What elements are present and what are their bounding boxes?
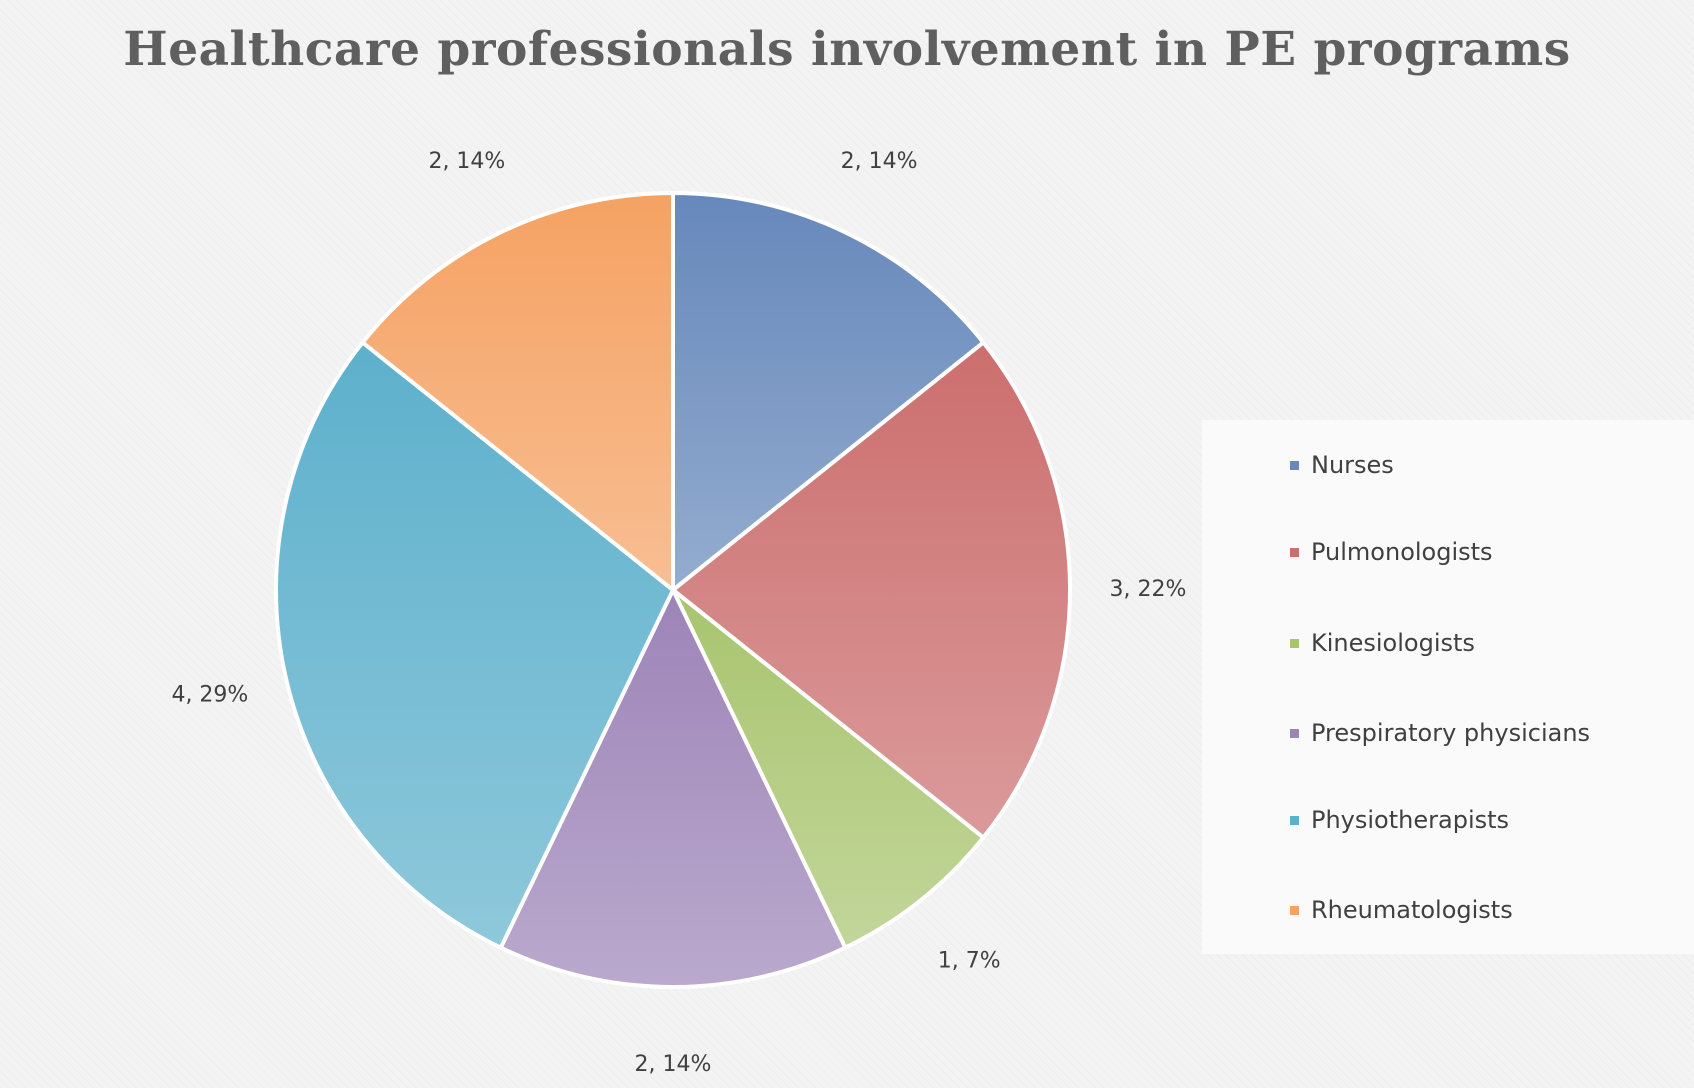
pie-slice-rheumatologists[interactable] (360, 191, 675, 592)
legend-item-kinesiologists[interactable]: Kinesiologists (1290, 628, 1475, 658)
pie-slice-prespiratory-physicians[interactable] (498, 588, 848, 989)
legend-swatch (1290, 905, 1299, 915)
legend: Nurses Pulmonologists Kinesiologists Pre… (1202, 420, 1694, 954)
legend-item-rheumatologists[interactable]: Rheumatologists (1290, 895, 1513, 925)
data-label-rheumatologists: 2, 14% (428, 149, 505, 174)
data-label-pulmonologists: 3, 22% (1110, 577, 1187, 602)
legend-swatch (1290, 460, 1299, 470)
pie-slice-physiotherapists[interactable] (274, 340, 675, 950)
legend-label: Prespiratory physicians (1311, 719, 1591, 747)
legend-label: Pulmonologists (1311, 538, 1493, 566)
legend-item-physiotherapists[interactable]: Physiotherapists (1290, 805, 1509, 835)
pie-slice-nurses[interactable] (671, 191, 986, 592)
legend-item-pulmonologists[interactable]: Pulmonologists (1290, 537, 1493, 567)
data-label-prespiratory-physicians: 2, 14% (635, 1052, 712, 1077)
legend-label: Nurses (1311, 451, 1394, 479)
data-label-nurses: 2, 14% (841, 149, 918, 174)
pie-slice-kinesiologists[interactable] (671, 588, 986, 950)
legend-item-prespiratory-physicians[interactable]: Prespiratory physicians (1290, 718, 1590, 748)
legend-swatch (1290, 638, 1299, 648)
legend-item-nurses[interactable]: Nurses (1290, 450, 1394, 480)
data-label-kinesiologists: 1, 7% (938, 948, 1001, 973)
legend-swatch (1290, 728, 1299, 738)
legend-swatch (1290, 815, 1299, 825)
chart-title: Healthcare professionals involvement in … (123, 22, 1571, 77)
pie-slices (274, 191, 1072, 989)
legend-label: Physiotherapists (1311, 806, 1510, 834)
legend-label: Kinesiologists (1311, 629, 1475, 657)
pie-data-labels: 2, 14% 3, 22% 1, 7% 2, 14% 4, 29% 2, 14% (171, 149, 1186, 1077)
legend-label: Rheumatologists (1311, 896, 1513, 924)
data-label-physiotherapists: 4, 29% (171, 683, 248, 708)
legend-swatch (1290, 547, 1299, 557)
pie-slice-pulmonologists[interactable] (671, 340, 1072, 840)
